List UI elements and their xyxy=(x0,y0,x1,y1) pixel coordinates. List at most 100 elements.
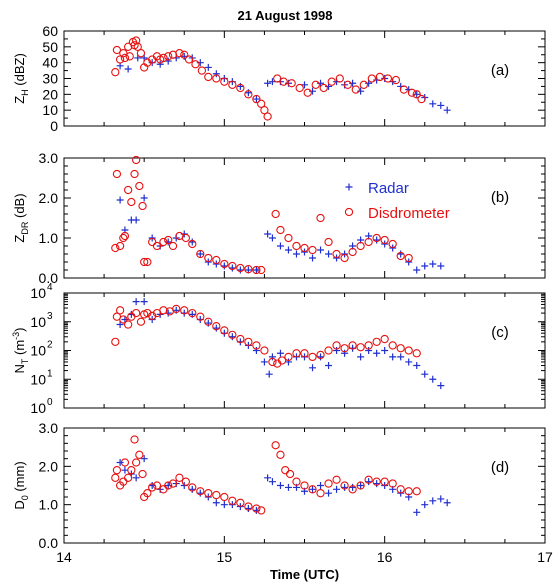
disdrometer-point xyxy=(351,85,360,94)
disdrometer-point xyxy=(375,72,385,82)
disdrometer-point xyxy=(152,481,162,490)
disdrometer-point xyxy=(252,504,261,513)
disdrometer-point xyxy=(417,94,426,104)
disdrometer-point xyxy=(125,52,134,61)
disdrometer-point xyxy=(204,317,213,326)
radar-point xyxy=(188,238,196,246)
radar-point xyxy=(284,246,292,254)
radar-point xyxy=(204,63,212,71)
y-tick-label: 40 xyxy=(42,55,58,71)
disdrometer-point xyxy=(287,79,296,88)
disdrometer-point xyxy=(388,239,397,249)
radar-point xyxy=(437,382,445,390)
disdrometer-point xyxy=(148,311,157,321)
disdrometer-point xyxy=(324,479,333,488)
radar-point xyxy=(116,321,124,329)
disdrometer-point xyxy=(308,485,317,494)
radar-point xyxy=(341,349,349,357)
plot-frame xyxy=(63,292,546,409)
radar-point xyxy=(148,482,156,489)
disdrometer-point xyxy=(388,341,397,350)
radar-point xyxy=(397,250,405,258)
y-axis-label: ZDR (dB) xyxy=(12,193,30,242)
disdrometer-point xyxy=(396,485,405,494)
disdrometer-point xyxy=(327,77,336,86)
radar-point xyxy=(341,483,349,491)
disdrometer-point xyxy=(257,99,266,108)
disdrometer-point xyxy=(396,344,405,353)
disdrometer-point xyxy=(308,352,317,362)
legend-radar-label: Radar xyxy=(368,180,409,197)
radar-point xyxy=(268,234,276,242)
disdrometer-point xyxy=(180,50,189,59)
disdrometer-point xyxy=(127,197,136,207)
disdrometer-point xyxy=(148,483,157,492)
disdrometer-point xyxy=(123,185,133,195)
disdrometer-point xyxy=(391,75,401,85)
radar-point xyxy=(317,246,325,254)
disdrometer-point xyxy=(356,481,365,490)
radar-point xyxy=(252,95,260,103)
disdrometer-point xyxy=(112,169,122,179)
disdrometer-point xyxy=(335,74,344,83)
y-tick-label: 1.0 xyxy=(39,230,59,246)
disdrometer-point xyxy=(348,485,357,494)
disdrometer-point xyxy=(332,475,341,484)
y-tick-label: 50 xyxy=(42,39,58,55)
disdrometer-point xyxy=(412,349,421,358)
radar-point xyxy=(357,87,365,95)
disdrometer-point xyxy=(188,239,197,249)
disdrometer-point xyxy=(159,237,168,247)
radar-point xyxy=(276,482,284,489)
radar-point xyxy=(365,478,373,486)
x-axis-label: Time (UTC) xyxy=(270,567,339,582)
x-tick-label: 16 xyxy=(377,549,393,565)
chart-panel-4: 0.0 1.0 2.0 3.0 D0 (mm) (d) 14 15 16 17 Time (UTC) xyxy=(12,420,553,582)
disdrometer-point xyxy=(407,88,417,97)
disdrometer-point xyxy=(396,251,405,261)
panel-label: (d) xyxy=(491,459,509,476)
figure-title: 21 August 1998 xyxy=(238,8,333,23)
disdrometer-point xyxy=(220,77,229,86)
y-tick-label: 10 xyxy=(30,343,46,359)
disdrometer-point xyxy=(175,473,184,482)
disdrometer-point xyxy=(276,450,285,459)
disdrometer-point xyxy=(252,94,261,104)
disdrometer-point xyxy=(300,481,309,490)
radar-point xyxy=(252,347,260,354)
disdrometer-point xyxy=(276,225,285,235)
radar-point xyxy=(349,79,357,87)
disdrometer-point xyxy=(181,233,191,243)
disdrometer-point xyxy=(133,42,142,51)
series-disdrometer xyxy=(111,36,426,121)
disdrometer-point xyxy=(148,237,157,247)
radar-point xyxy=(220,262,228,270)
radar-point xyxy=(437,495,445,503)
disdrometer-point xyxy=(244,90,253,99)
y-tick-label: 3.0 xyxy=(39,150,59,166)
radar-point xyxy=(429,260,437,268)
disdrometer-point xyxy=(263,112,272,121)
disdrometer-point xyxy=(112,45,122,55)
disdrometer-point xyxy=(120,53,130,63)
disdrometer-point xyxy=(284,352,293,362)
disdrometer-point xyxy=(380,334,389,344)
disdrometer-point xyxy=(348,247,357,257)
radar-point xyxy=(196,59,204,67)
disdrometer-point xyxy=(220,259,229,269)
radar-point xyxy=(317,353,325,361)
radar-point xyxy=(124,65,132,73)
disdrometer-point xyxy=(136,49,146,58)
disdrometer-point xyxy=(131,308,141,318)
radar-point xyxy=(413,90,421,98)
radar-point xyxy=(228,264,236,272)
series-radar xyxy=(116,52,451,114)
radar-point xyxy=(397,353,405,361)
disdrometer-point xyxy=(138,469,147,479)
radar-point xyxy=(268,353,276,361)
radar-point xyxy=(325,250,333,258)
disdrometer-point xyxy=(197,66,207,75)
x-tick-label: 17 xyxy=(537,549,553,565)
x-tick-label: 15 xyxy=(217,549,233,565)
